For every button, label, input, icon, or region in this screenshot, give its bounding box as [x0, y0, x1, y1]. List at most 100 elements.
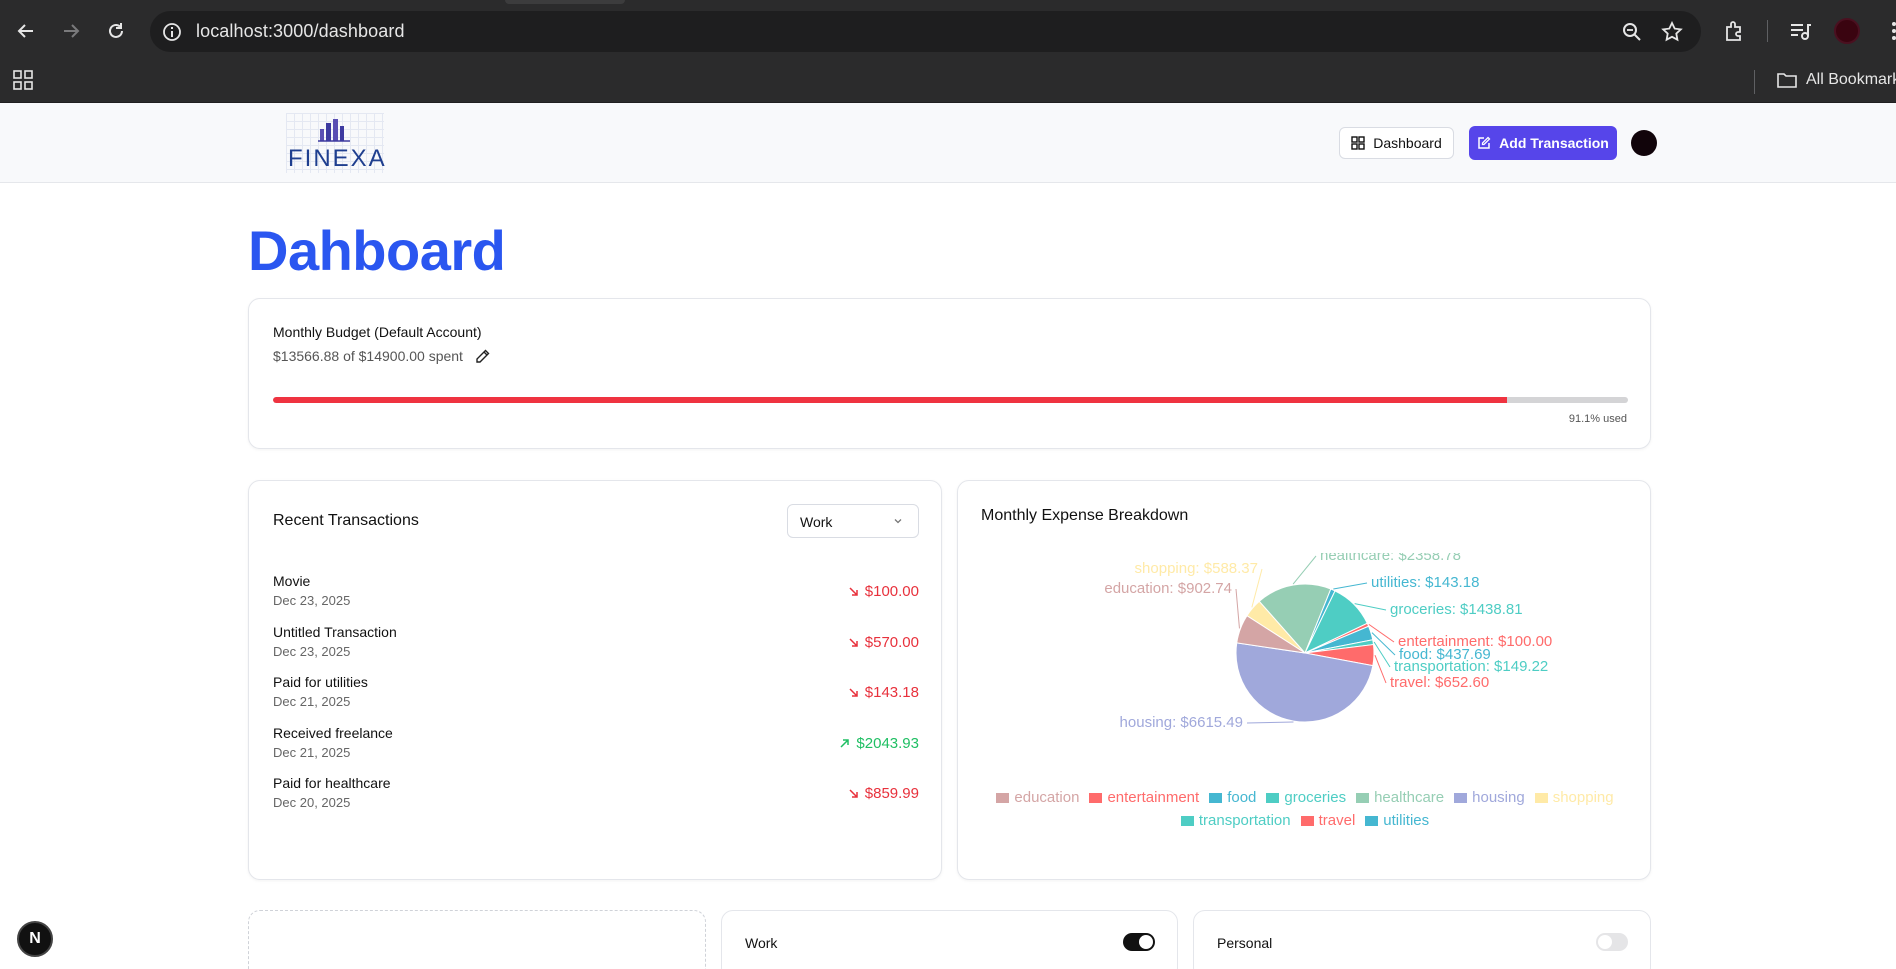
toggle-knob: [1139, 935, 1153, 949]
browser-profile-avatar[interactable]: [1834, 18, 1860, 44]
pie-leader-line-education: [1236, 589, 1239, 628]
legend-swatch: [1365, 815, 1379, 826]
legend-swatch: [1089, 792, 1103, 803]
account-select[interactable]: Work: [787, 504, 919, 538]
extensions-icon[interactable]: [1721, 17, 1749, 45]
back-button[interactable]: [9, 14, 43, 48]
pie-leader-line-food: [1372, 633, 1395, 655]
legend-item-entertainment[interactable]: entertainment: [1089, 789, 1199, 806]
legend-item-housing[interactable]: housing: [1454, 789, 1525, 806]
pie-label-healthcare: healthcare: $2358.78: [1320, 547, 1461, 564]
transaction-row[interactable]: Untitled Transaction Dec 23, 2025 $570.00: [273, 624, 919, 675]
pie-label-education: education: $902.74: [1104, 580, 1232, 597]
finexa-logo[interactable]: FINEXA: [286, 113, 385, 173]
add-transaction-button[interactable]: Add Transaction: [1469, 126, 1617, 160]
budget-progress-fill: [273, 397, 1508, 403]
transaction-date: Dec 23, 2025: [273, 593, 351, 608]
legend-item-groceries[interactable]: groceries: [1266, 789, 1346, 806]
transaction-date: Dec 20, 2025: [273, 795, 351, 810]
address-bar[interactable]: localhost:3000/dashboard: [150, 11, 1701, 52]
nextjs-dev-badge[interactable]: N: [17, 921, 53, 957]
legend-swatch: [996, 792, 1010, 803]
transaction-name: Untitled Transaction: [273, 623, 397, 640]
transaction-date: Dec 21, 2025: [273, 744, 351, 760]
zoom-icon[interactable]: [1620, 20, 1644, 44]
transaction-amount: $570.00: [848, 634, 919, 651]
add-transaction-label: Add Transaction: [1499, 135, 1609, 151]
reload-button[interactable]: [99, 14, 133, 48]
forward-button[interactable]: [54, 14, 88, 48]
transaction-amount-value: $100.00: [864, 583, 919, 600]
pie-label-entertainment: entertainment: $100.00: [1398, 633, 1552, 650]
apps-grid-icon[interactable]: [12, 69, 38, 95]
transaction-amount: $100.00: [848, 583, 919, 600]
pie-leader-line-housing: [1247, 722, 1293, 723]
browser-toolbar: localhost:3000/dashboard: [0, 0, 1896, 62]
toggle-knob: [1598, 935, 1612, 949]
pie-leader-line-travel: [1375, 655, 1386, 683]
default-account-toggle[interactable]: [1596, 933, 1628, 951]
dashboard-button[interactable]: Dashboard: [1339, 127, 1454, 159]
pie-slice-healthcare[interactable]: [1259, 584, 1330, 653]
legend-swatch: [1454, 792, 1468, 803]
legend-item-transportation[interactable]: transportation: [1180, 812, 1291, 829]
pie-leader-line-transportation: [1374, 642, 1390, 667]
default-account-toggle[interactable]: [1123, 933, 1155, 951]
page-title: Dahboard: [248, 219, 506, 282]
toolbar-separator: [1767, 20, 1768, 42]
bookmarks-separator: [1754, 70, 1755, 94]
transaction-name: Paid for utilities: [273, 674, 368, 690]
legend-row: education entertainment food groceries healt…: [958, 789, 1652, 806]
pie-label-utilities: utilities: $143.18: [1371, 574, 1479, 591]
transaction-row[interactable]: Paid for healthcare Dec 20, 2025 $859.99: [273, 775, 919, 826]
account-name: Personal: [1217, 935, 1273, 951]
pencil-icon[interactable]: [475, 349, 490, 364]
legend-item-shopping[interactable]: shopping: [1534, 789, 1614, 806]
account-card-work[interactable]: Work: [721, 910, 1178, 969]
arrow-down-right-icon: [849, 688, 858, 697]
pie-slice-education[interactable]: [1237, 616, 1305, 653]
pie-label-food: food: $437.69: [1399, 646, 1491, 663]
pie-slice-housing[interactable]: [1236, 643, 1373, 722]
arrow-down-right-icon: [849, 637, 858, 647]
budget-spent: $13566.88 of $14900.00 spent: [273, 348, 490, 364]
budget-spent-text: $13566.88 of $14900.00 spent: [273, 348, 463, 364]
all-bookmarks-button[interactable]: All Bookmarks: [1776, 71, 1896, 89]
create-account-card[interactable]: [248, 910, 706, 969]
legend-item-healthcare[interactable]: healthcare: [1356, 789, 1444, 806]
legend-item-education[interactable]: education: [996, 789, 1079, 806]
bookmark-star-icon[interactable]: [1660, 20, 1684, 44]
nextjs-badge-letter: N: [29, 930, 41, 947]
transaction-row[interactable]: Movie Dec 23, 2025 $100.00: [273, 573, 919, 624]
site-info-icon[interactable]: [160, 20, 184, 44]
browser-menu-icon[interactable]: [1880, 17, 1896, 45]
expense-pie-chart: shopping: $588.37 healthcare: $2358.78 uti…: [958, 481, 1652, 781]
budget-title: Monthly Budget (Default Account): [273, 324, 482, 340]
legend-label: education: [1014, 789, 1080, 806]
transaction-date: Dec 21, 2025: [273, 694, 351, 709]
budget-used-label: 91.1% used: [1568, 413, 1627, 425]
transaction-amount: $143.18: [848, 684, 919, 701]
legend-swatch: [1180, 815, 1194, 826]
url-text[interactable]: localhost:3000/dashboard: [196, 21, 405, 41]
media-control-icon[interactable]: [1786, 17, 1814, 45]
transaction-row[interactable]: Paid for utilities Dec 21, 2025 $143.18: [273, 674, 919, 725]
transaction-row[interactable]: Received freelance Dec 21, 2025 $2043.93: [273, 725, 919, 776]
recent-transactions-title: Recent Transactions: [273, 512, 419, 529]
transactions-list: Movie Dec 23, 2025 $100.00 Untitled Transac…: [273, 573, 919, 826]
legend-item-utilities[interactable]: utilities: [1365, 812, 1429, 829]
legend-item-food[interactable]: food: [1209, 789, 1256, 806]
budget-progress-bar: [273, 397, 1628, 403]
recent-transactions-card: Recent Transactions Work Movie Dec 23, 20…: [248, 480, 942, 880]
user-avatar[interactable]: [1631, 130, 1657, 156]
active-tab-indicator: [505, 0, 625, 4]
pen-square-icon: [1478, 136, 1491, 149]
pie-label-transportation: transportation: $149.22: [1394, 658, 1548, 675]
legend-label: housing: [1472, 789, 1525, 806]
legend-label: groceries: [1284, 789, 1347, 806]
legend-label: travel: [1318, 812, 1356, 829]
legend-item-travel[interactable]: travel: [1300, 812, 1356, 829]
legend-label: food: [1227, 789, 1257, 806]
account-card-personal[interactable]: Personal: [1193, 910, 1651, 969]
chart-title: Monthly Expense Breakdown: [981, 507, 1189, 524]
